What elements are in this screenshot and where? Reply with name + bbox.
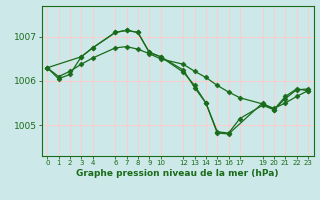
X-axis label: Graphe pression niveau de la mer (hPa): Graphe pression niveau de la mer (hPa) — [76, 169, 279, 178]
